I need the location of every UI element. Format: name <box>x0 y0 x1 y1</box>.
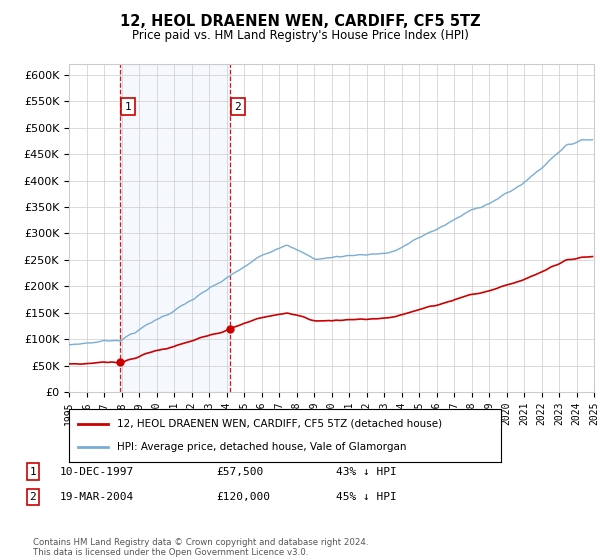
Text: £120,000: £120,000 <box>216 492 270 502</box>
Bar <box>120 64 230 392</box>
Text: 2: 2 <box>235 102 241 111</box>
Text: 1: 1 <box>124 102 131 111</box>
Text: HPI: Average price, detached house, Vale of Glamorgan: HPI: Average price, detached house, Vale… <box>116 442 406 452</box>
Text: 19-MAR-2004: 19-MAR-2004 <box>60 492 134 502</box>
Text: Price paid vs. HM Land Registry's House Price Index (HPI): Price paid vs. HM Land Registry's House … <box>131 29 469 42</box>
Text: Contains HM Land Registry data © Crown copyright and database right 2024.
This d: Contains HM Land Registry data © Crown c… <box>33 538 368 557</box>
Text: 12, HEOL DRAENEN WEN, CARDIFF, CF5 5TZ: 12, HEOL DRAENEN WEN, CARDIFF, CF5 5TZ <box>119 14 481 29</box>
Text: 45% ↓ HPI: 45% ↓ HPI <box>336 492 397 502</box>
Text: £57,500: £57,500 <box>216 466 263 477</box>
Text: 2: 2 <box>29 492 37 502</box>
Text: 12, HEOL DRAENEN WEN, CARDIFF, CF5 5TZ (detached house): 12, HEOL DRAENEN WEN, CARDIFF, CF5 5TZ (… <box>116 419 442 429</box>
Text: 43% ↓ HPI: 43% ↓ HPI <box>336 466 397 477</box>
Text: 10-DEC-1997: 10-DEC-1997 <box>60 466 134 477</box>
Text: 1: 1 <box>29 466 37 477</box>
